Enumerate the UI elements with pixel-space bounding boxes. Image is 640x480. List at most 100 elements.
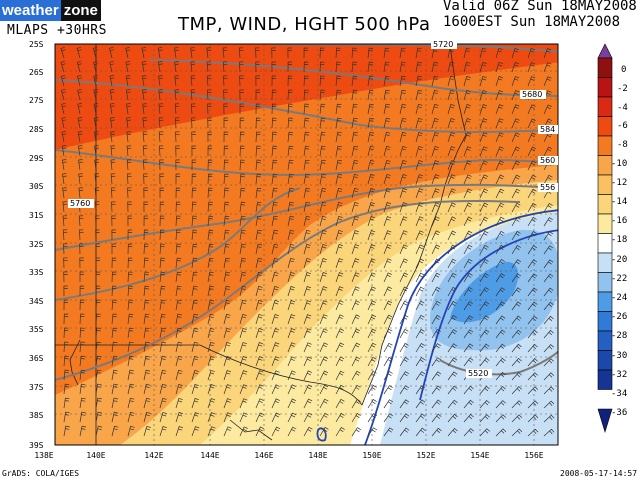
wind-barb (111, 411, 119, 423)
wind-barb (431, 89, 439, 101)
wind-barb (383, 117, 391, 129)
wind-barb (527, 301, 538, 311)
wind-barb (111, 341, 118, 353)
wind-barb (303, 229, 311, 241)
wind-barb (143, 187, 148, 199)
wind-barb (367, 370, 377, 381)
model-run-label: MLAPS +30HRS (7, 23, 107, 38)
wind-barb (511, 386, 522, 395)
wind-barb (415, 202, 424, 213)
wind-barb (351, 272, 360, 283)
wind-barb (351, 384, 361, 395)
lon-label: 152E (416, 451, 435, 460)
wind-barb (191, 327, 199, 339)
wind-barb (255, 61, 260, 73)
wind-barb (95, 425, 103, 437)
wind-barb (543, 386, 555, 395)
colorbar-label: -14 (611, 197, 627, 207)
wind-barb (415, 385, 426, 395)
wind-barb (463, 47, 471, 59)
wind-barb (351, 187, 359, 199)
wind-barb (431, 117, 439, 129)
wind-barb (223, 243, 230, 255)
colorbar-swatch (597, 330, 613, 351)
lat-label: 37S (29, 383, 44, 392)
wind-barb (271, 215, 278, 227)
wind-barb (479, 287, 489, 297)
wind-barb (319, 342, 328, 353)
wind-barb (127, 187, 132, 199)
wind-barb (383, 342, 393, 353)
wind-barb (239, 285, 247, 297)
wind-barb (367, 230, 376, 241)
colorbar-label: -32 (611, 370, 627, 380)
wind-barb (383, 75, 390, 87)
wind-barb (142, 103, 148, 115)
wind-barb (223, 229, 230, 241)
wind-barb (223, 356, 231, 367)
wind-barb (351, 117, 358, 129)
wind-barb (127, 355, 134, 367)
wind-barb (207, 201, 213, 213)
wind-barb (463, 132, 472, 143)
wind-barb (303, 412, 313, 423)
wind-barb (95, 215, 100, 227)
wind-barb (463, 75, 471, 87)
wind-barb (479, 188, 489, 199)
wind-barb (431, 385, 442, 395)
wind-barb (319, 412, 329, 423)
wind-barb (431, 357, 442, 367)
wind-barb (431, 75, 439, 87)
wind-barb (383, 159, 391, 171)
wind-barb (447, 61, 455, 73)
wind-barb (351, 314, 360, 325)
wind-barb (431, 314, 441, 325)
wind-barb (222, 61, 228, 73)
wind-barb (95, 257, 100, 268)
wind-barb (415, 286, 425, 297)
wind-barb (335, 314, 344, 325)
wind-barb (495, 287, 506, 297)
wind-barb (351, 230, 360, 241)
wind-barb (239, 89, 244, 101)
colorbar-swatch (597, 194, 613, 215)
wind-barb (239, 384, 248, 395)
wind-barb (175, 201, 181, 213)
wind-barb (159, 397, 167, 409)
wind-barb (255, 131, 261, 143)
lat-label: 25S (29, 40, 44, 49)
wind-barb (367, 258, 376, 269)
wind-barb (319, 89, 325, 101)
lat-label: 39S (29, 441, 44, 450)
wind-barb (319, 356, 329, 367)
wind-barb (223, 131, 229, 143)
wind-barb (175, 383, 183, 395)
wind-barb (76, 46, 82, 59)
wind-barb (383, 202, 392, 213)
contour-label: 556 (540, 183, 555, 192)
wind-barb (303, 257, 311, 269)
wind-barb (527, 76, 536, 87)
wind-barb (126, 117, 131, 129)
wind-barb (479, 385, 490, 395)
wind-barb (543, 372, 555, 381)
wind-barb (77, 88, 83, 101)
wind-barb (111, 243, 116, 254)
wind-barb (79, 341, 85, 353)
wind-barb (383, 300, 393, 311)
wind-barb (463, 301, 473, 311)
wind-barb (303, 145, 310, 157)
wind-barb (479, 90, 488, 101)
wind-barb (527, 202, 537, 213)
lon-label: 150E (362, 451, 381, 460)
wind-barb (271, 145, 278, 157)
wind-barb (174, 61, 179, 73)
wind-barb (175, 341, 183, 353)
wind-barb (335, 398, 345, 409)
wind-barb (319, 103, 326, 115)
wind-barb (157, 47, 163, 59)
wind-barb (223, 75, 228, 87)
wind-barb (207, 313, 215, 325)
lat-label: 31S (29, 211, 44, 220)
wind-barb (511, 414, 523, 423)
